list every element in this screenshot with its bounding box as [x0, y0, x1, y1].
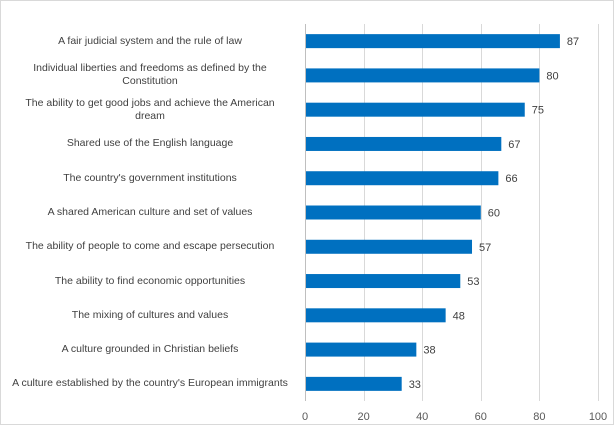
bar [306, 239, 473, 254]
x-tick-label: 40 [416, 411, 428, 423]
bar [306, 102, 525, 117]
data-label: 33 [409, 379, 421, 391]
category-label: The mixing of cultures and values [5, 309, 295, 322]
category-label: A culture established by the country's E… [5, 377, 295, 390]
category-label: Shared use of the English language [5, 137, 295, 150]
category-label: A fair judicial system and the rule of l… [5, 35, 295, 48]
category-label-line: The mixing of cultures and values [71, 308, 229, 321]
data-label: 57 [479, 242, 491, 254]
category-label-line: dream [135, 109, 165, 122]
data-label: 75 [532, 105, 544, 117]
bar [306, 68, 540, 83]
data-label: 48 [453, 310, 465, 322]
category-label: Individual liberties and freedoms as def… [5, 62, 295, 88]
category-label: The ability of people to come and escape… [5, 240, 295, 253]
bar [306, 171, 499, 186]
x-tick-label: 0 [302, 411, 308, 423]
data-label: 60 [488, 208, 500, 220]
bar [306, 342, 417, 357]
x-tick-label: 100 [589, 411, 607, 423]
category-label-line: The ability to get good jobs and achieve… [25, 96, 275, 109]
category-label-line: The ability of people to come and escape… [25, 240, 275, 253]
category-label-line: The country's government institutions [63, 171, 237, 184]
category-label-line: A fair judicial system and the rule of l… [58, 34, 242, 47]
bar [306, 205, 481, 220]
category-label-line: A culture grounded in Christian beliefs [61, 343, 239, 356]
category-label: The ability to find economic opportuniti… [5, 275, 295, 288]
category-label: A culture grounded in Christian beliefs [5, 343, 295, 356]
bar [306, 274, 461, 289]
bar [306, 308, 446, 323]
data-label: 67 [508, 139, 520, 151]
category-label-line: A shared American culture and set of val… [47, 206, 253, 218]
category-label-line: Shared use of the English language [66, 137, 234, 150]
category-label-line: The ability to find economic opportuniti… [54, 274, 246, 287]
bar [306, 376, 402, 391]
category-label-line: Constitution [122, 75, 178, 88]
category-label: The ability to get good jobs and achieve… [5, 97, 295, 123]
data-label: 87 [567, 36, 579, 48]
bar [306, 136, 502, 151]
bar [306, 34, 560, 49]
data-label: 66 [505, 173, 517, 185]
category-label: The country's government institutions [5, 172, 295, 185]
data-label: 53 [467, 276, 479, 288]
x-tick-label: 80 [533, 411, 545, 423]
category-label-line: Individual liberties and freedoms as def… [33, 62, 267, 75]
x-tick-label: 20 [357, 411, 369, 423]
category-label-line: A culture established by the country's E… [12, 377, 288, 390]
x-tick-label: 60 [475, 411, 487, 423]
data-label: 38 [423, 345, 435, 357]
data-label: 80 [546, 70, 558, 82]
category-label: A shared American culture and set of val… [5, 206, 295, 219]
